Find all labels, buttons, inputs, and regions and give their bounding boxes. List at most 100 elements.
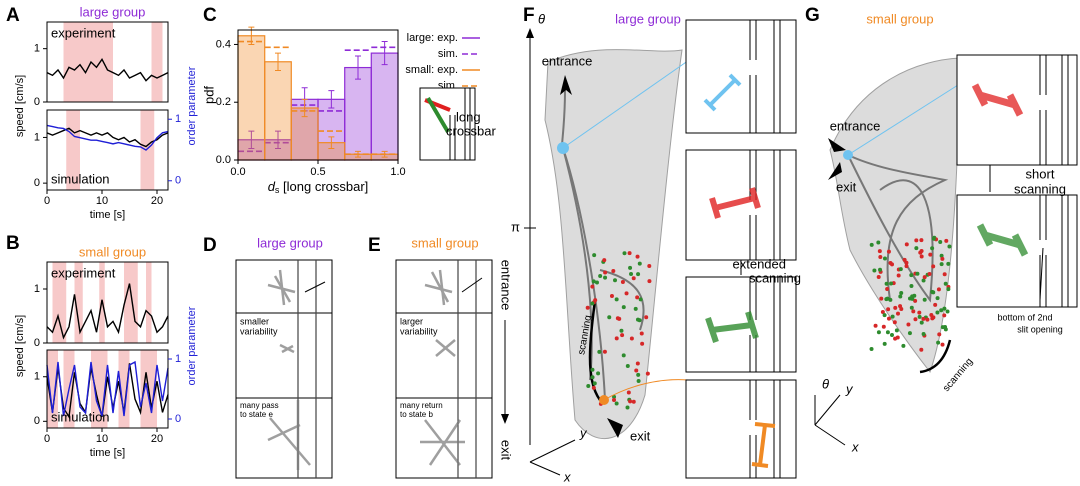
- state-point: [930, 246, 935, 251]
- crossbar: [751, 422, 776, 468]
- state-point: [913, 298, 918, 303]
- state-point: [876, 274, 881, 279]
- state-point: [927, 271, 932, 276]
- state-point: [596, 371, 601, 376]
- panel-letters: A B C D E F G: [6, 5, 820, 256]
- scanning-label: scanning: [941, 356, 975, 394]
- error-bar: [381, 41, 388, 66]
- surface: [829, 57, 961, 374]
- state-point: [936, 287, 941, 292]
- error-bar: [301, 98, 308, 118]
- crossbar: [709, 187, 761, 219]
- state-point: [869, 242, 874, 247]
- highlight: [146, 262, 152, 343]
- annotation: simulation: [51, 409, 110, 424]
- y2-axis-label: order parameter: [186, 306, 198, 385]
- annotation: experiment: [51, 25, 116, 40]
- state-point: [902, 257, 907, 262]
- state-point: [896, 273, 901, 278]
- crossbar: [705, 311, 759, 343]
- state-point: [937, 332, 942, 337]
- state-point: [636, 378, 641, 383]
- state-point: [884, 281, 889, 286]
- state-point: [591, 385, 596, 390]
- scanning-arrow: [588, 299, 602, 401]
- frame: [235, 259, 333, 479]
- panel-title: small group: [866, 11, 933, 26]
- x-label-var: d: [268, 179, 276, 194]
- state-point: [640, 341, 645, 346]
- state-point: [634, 368, 639, 373]
- state-point: [622, 251, 627, 256]
- note: slit opening: [1017, 324, 1063, 334]
- y2-tick-label: 0: [175, 175, 181, 187]
- state-point: [635, 295, 640, 300]
- x-tick-label: 0: [44, 433, 50, 445]
- xyz-axes: [814, 394, 846, 446]
- state-point: [893, 305, 898, 310]
- state-point: [636, 372, 641, 377]
- x-tick-label: 10: [96, 433, 108, 445]
- state-point: [935, 310, 940, 315]
- state-point: [603, 275, 608, 280]
- state-point: [624, 291, 629, 296]
- arrow-head: [828, 162, 842, 180]
- state-point: [890, 314, 895, 319]
- x-tick-label: 0: [44, 195, 50, 207]
- state-point: [637, 318, 642, 323]
- series-line: [46, 127, 169, 148]
- panel-g: small group entrance exit scanning short…: [814, 11, 1078, 454]
- state-point: [895, 311, 900, 316]
- panel-letter: B: [6, 233, 20, 254]
- state-point: [619, 328, 624, 333]
- note: to state e: [240, 410, 273, 419]
- note: many pass: [240, 401, 279, 410]
- y-tick-label: 0.4: [216, 38, 231, 50]
- state-point: [878, 255, 883, 260]
- error-bar: [355, 55, 361, 80]
- state-point: [876, 330, 881, 335]
- error-bar: [328, 136, 335, 149]
- state-point: [593, 298, 598, 303]
- frame: [395, 259, 493, 479]
- state-point: [921, 316, 926, 321]
- crossbar: [976, 223, 1029, 257]
- arrow-head: [526, 28, 534, 38]
- panel-f: large group θ π scanning entrance exit y…: [511, 11, 801, 484]
- state-point: [935, 296, 940, 301]
- exit-label: exit: [630, 428, 651, 443]
- state-point: [898, 304, 903, 309]
- state-point: [869, 346, 874, 351]
- state-point: [886, 249, 891, 254]
- series-line: [46, 57, 169, 82]
- insets: [685, 19, 797, 479]
- plot-frame: [46, 109, 169, 191]
- bar: [237, 35, 266, 161]
- state-point: [929, 313, 934, 318]
- highlight: [151, 22, 163, 102]
- state-point: [921, 331, 926, 336]
- note: larger: [400, 316, 423, 326]
- state-point: [878, 267, 883, 272]
- state-point: [625, 405, 630, 410]
- state-point: [922, 297, 927, 302]
- note: bottom of 2nd: [997, 312, 1052, 322]
- chart-title: small group: [79, 244, 146, 259]
- state-point: [620, 333, 625, 338]
- panel-letter: F: [523, 5, 535, 26]
- state-point: [881, 324, 886, 329]
- series-line: [46, 283, 169, 340]
- panel-title: large group: [615, 11, 681, 26]
- state-point: [639, 331, 644, 336]
- state-point: [645, 371, 650, 376]
- state-point: [904, 242, 909, 247]
- state-point: [936, 340, 941, 345]
- x-axis-label: time [s]: [90, 447, 125, 459]
- scan-label: scanning: [1014, 181, 1066, 196]
- state-point: [590, 301, 595, 306]
- inset-bar: [426, 96, 450, 134]
- y-axis-label: speed [cm/s]: [14, 75, 26, 137]
- crossbar: [703, 73, 742, 112]
- state-point: [904, 260, 909, 265]
- axis-label: θ: [538, 11, 545, 26]
